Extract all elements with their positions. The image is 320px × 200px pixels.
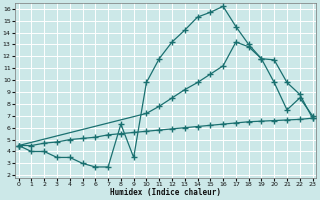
X-axis label: Humidex (Indice chaleur): Humidex (Indice chaleur) xyxy=(110,188,221,197)
